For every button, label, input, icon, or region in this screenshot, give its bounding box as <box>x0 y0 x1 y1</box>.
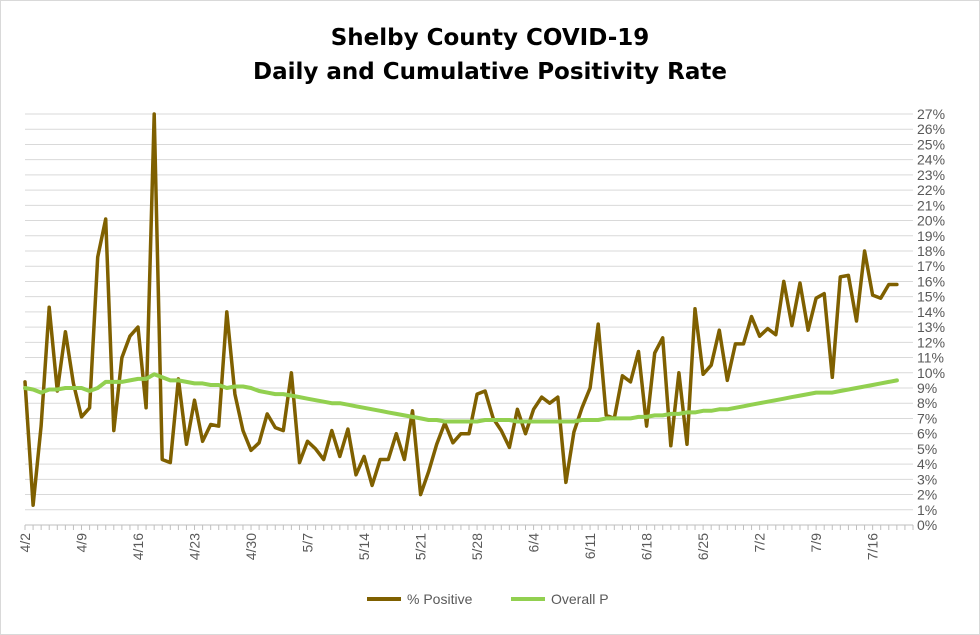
y-tick-label: 16% <box>917 273 945 289</box>
x-tick-label: 4/16 <box>130 533 146 560</box>
y-tick-label: 25% <box>917 136 945 152</box>
y-tick-label: 23% <box>917 167 945 183</box>
y-tick-label: 15% <box>917 289 945 305</box>
y-tick-label: 18% <box>917 243 945 259</box>
x-tick-label: 4/30 <box>243 533 259 560</box>
x-tick-label: 6/11 <box>582 533 598 559</box>
y-tick-label: 2% <box>917 487 937 503</box>
x-tick-label: 5/21 <box>413 533 429 560</box>
y-tick-label: 14% <box>917 304 945 320</box>
legend-label: % Positive <box>407 591 473 607</box>
x-tick-label: 7/2 <box>752 533 768 553</box>
x-tick-label: 6/18 <box>639 533 655 560</box>
y-tick-label: 21% <box>917 197 945 213</box>
y-tick-label: 19% <box>917 228 945 244</box>
series-line-overall-p <box>23 372 899 424</box>
x-tick-label: 4/23 <box>187 533 203 560</box>
y-tick-label: 7% <box>917 410 937 426</box>
y-tick-label: 1% <box>917 502 937 518</box>
y-tick-label: 26% <box>917 121 945 137</box>
x-tick-label: 4/2 <box>17 533 33 553</box>
y-tick-label: 0% <box>917 517 937 533</box>
y-tick-label: 27% <box>917 106 945 122</box>
legend-label: Overall P <box>551 591 609 607</box>
y-tick-label: 4% <box>917 456 937 472</box>
x-tick-label: 7/9 <box>808 533 824 553</box>
axes <box>24 524 914 530</box>
y-tick-label: 11% <box>917 350 944 366</box>
x-tick-label: 7/16 <box>865 533 881 560</box>
y-tick-label: 13% <box>917 319 945 335</box>
y-tick-labels: 0%1%2%3%4%5%6%7%8%9%10%11%12%13%14%15%16… <box>917 106 945 533</box>
x-tick-label: 5/7 <box>300 533 316 553</box>
x-tick-labels: 4/2 4/9 4/16 4/23 4/30 5/7 5/14 5/21 5/28 6/4 6/11… <box>17 533 881 560</box>
y-tick-label: 3% <box>917 471 937 487</box>
x-tick-label: 6/25 <box>695 533 711 560</box>
y-tick-label: 6% <box>917 426 937 442</box>
chart-subtitle: Daily and Cumulative Positivity Rate <box>252 59 728 85</box>
x-tick-label: 5/14 <box>356 533 372 560</box>
x-tick-label: 5/28 <box>469 533 485 560</box>
y-tick-label: 24% <box>917 152 945 168</box>
y-tick-label: 22% <box>917 182 945 198</box>
y-tick-label: 20% <box>917 213 945 229</box>
y-tick-label: 8% <box>917 395 937 411</box>
x-tick-label: 6/4 <box>526 533 542 553</box>
chart-title-block: Shelby County COVID-19 Daily and Cumulat… <box>1 21 979 89</box>
x-tick-label: 4/9 <box>74 533 90 553</box>
series-lines <box>23 112 899 507</box>
y-tick-label: 10% <box>917 365 945 381</box>
y-tick-label: 17% <box>917 258 945 274</box>
series-line-percent-positive <box>23 112 899 507</box>
legend: % Positive Overall P <box>367 591 609 607</box>
y-tick-label: 12% <box>917 334 945 350</box>
y-tick-label: 9% <box>917 380 937 396</box>
chart-title: Shelby County COVID-19 <box>330 25 650 51</box>
y-tick-label: 5% <box>917 441 937 457</box>
